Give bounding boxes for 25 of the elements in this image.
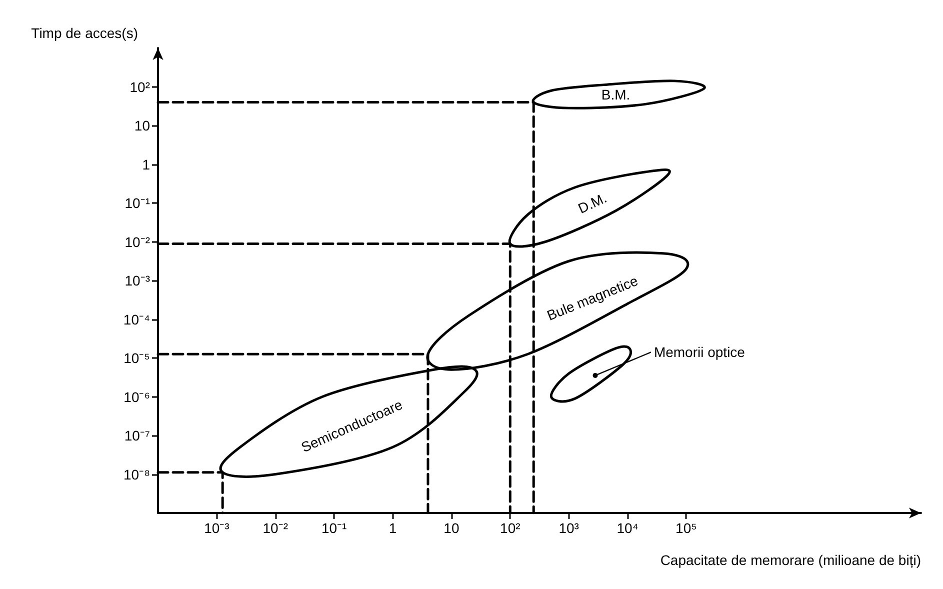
- x-tick-label: 1: [388, 520, 397, 536]
- y-tick-label: 10⁻⁷: [124, 428, 150, 444]
- y-tick-label: 10⁻²: [124, 234, 150, 250]
- y-tick-label: 10⁻⁵: [124, 350, 150, 366]
- annotation: D.M.: [576, 190, 610, 216]
- x-tick-label: 10: [444, 520, 460, 536]
- y-tick-label: 10⁻⁴: [123, 311, 150, 328]
- y-axis-title: Timp de acces(s): [31, 25, 138, 41]
- x-tick-label: 10⁴: [616, 520, 638, 536]
- y-tick-label: 1: [142, 156, 150, 172]
- y-tick-label: 10⁻¹: [124, 195, 150, 211]
- annotation: B.M.: [601, 86, 630, 102]
- annotation: Memorii optice: [654, 344, 746, 360]
- y-tick-label: 10⁻³: [124, 272, 150, 288]
- x-axis-title: Capacitate de memorare (milioane de biți): [660, 552, 921, 568]
- x-tick-label: 10³: [558, 520, 580, 536]
- x-tick-label: 10⁻¹: [321, 520, 348, 536]
- y-tick-label: 10: [134, 118, 150, 134]
- y-tick-label: 10⁻⁸: [124, 466, 150, 482]
- x-tick-label: 10⁻³: [204, 520, 230, 536]
- x-tick-label: 10⁵: [676, 520, 697, 536]
- y-tick-label: 10²: [130, 78, 150, 95]
- y-tick-label: 10⁻⁶: [124, 388, 150, 405]
- x-tick-label: 10⁻²: [262, 520, 288, 536]
- x-tick-label: 10²: [500, 520, 521, 536]
